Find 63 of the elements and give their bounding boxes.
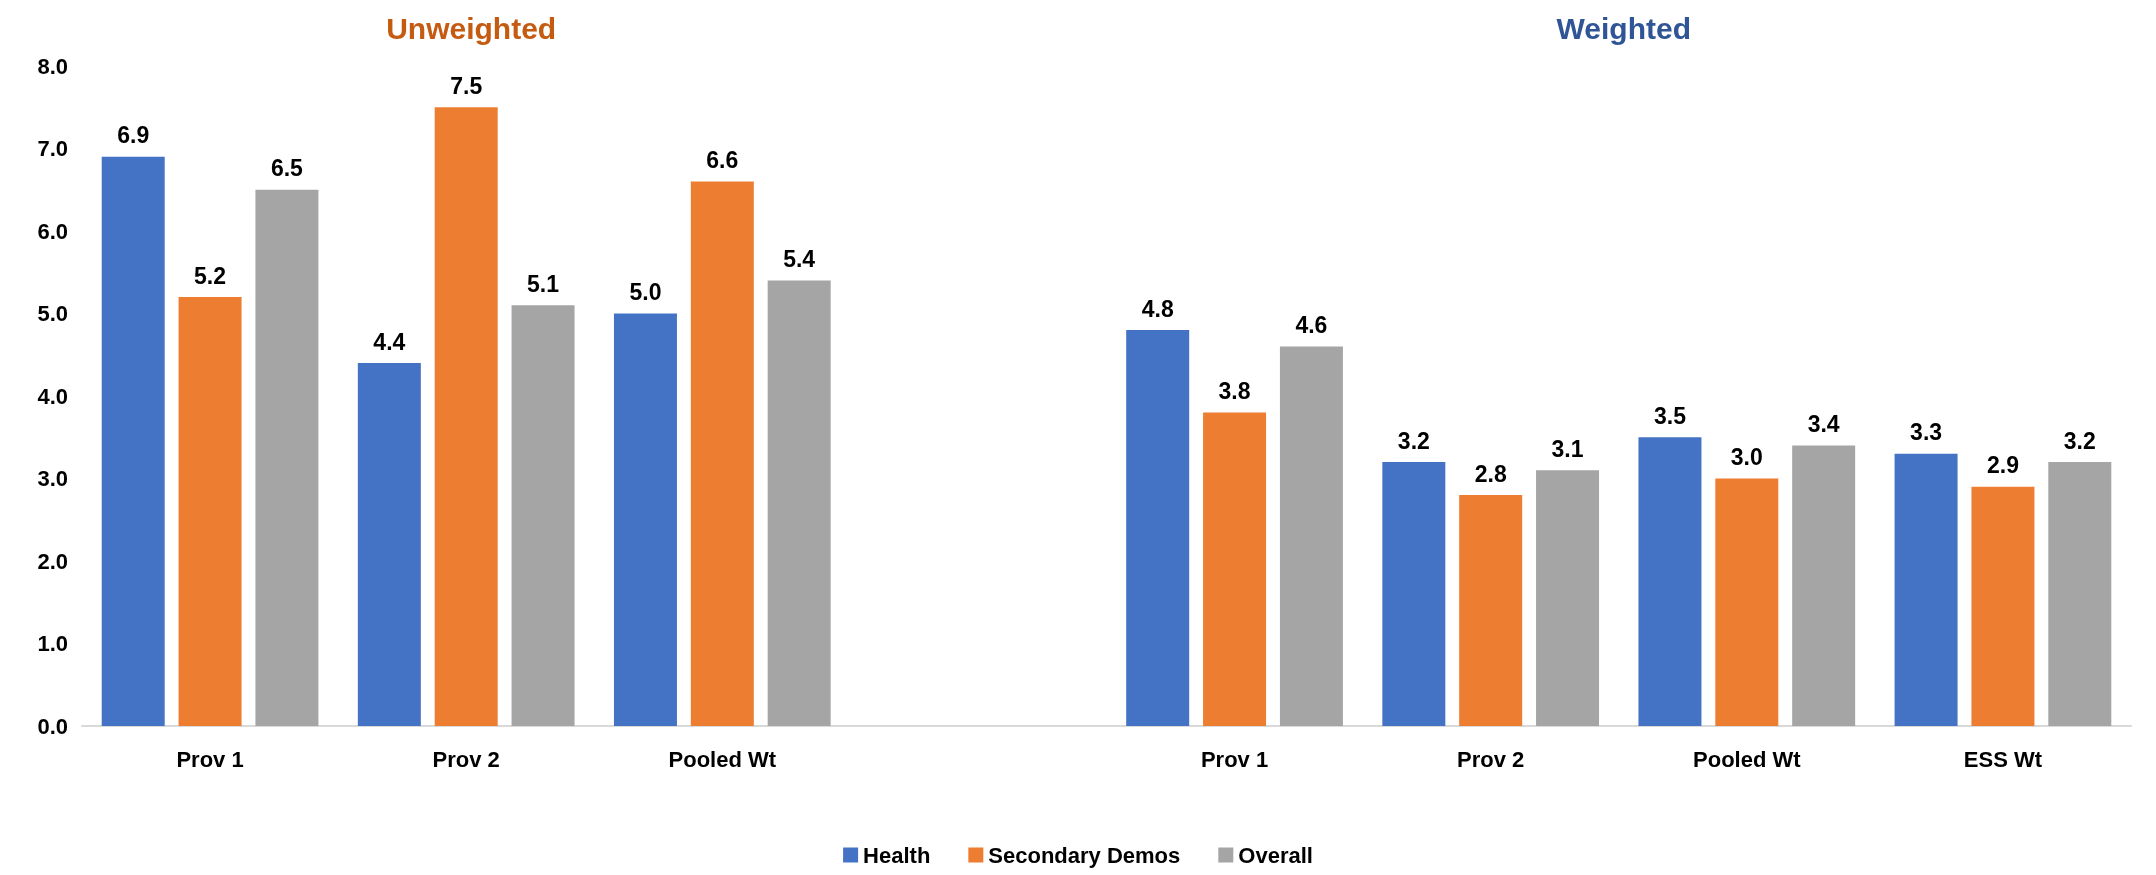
x-tick-label: ESS Wt <box>1963 746 2043 772</box>
bar <box>1638 437 1702 726</box>
bar <box>101 156 165 726</box>
data-label: 3.2 <box>1397 427 1430 454</box>
data-label: 3.5 <box>1653 402 1687 429</box>
data-label: 3.4 <box>1807 411 1840 437</box>
data-label: 2.8 <box>1474 460 1507 487</box>
bar <box>1279 346 1343 726</box>
bar <box>1894 453 1958 726</box>
data-label: 6.6 <box>706 147 739 173</box>
x-tick-label: Pooled Wt <box>668 746 777 772</box>
bar <box>2048 462 2112 726</box>
data-label: 3.2 <box>2063 427 2096 454</box>
y-tick-label: 3.0 <box>37 466 68 491</box>
data-label: 3.1 <box>1551 435 1584 462</box>
bar <box>178 297 242 726</box>
y-tick-label: 2.0 <box>37 548 68 574</box>
bar <box>767 280 831 726</box>
bar <box>1536 470 1600 726</box>
data-label: 3.3 <box>1910 419 1943 446</box>
data-label: 4.8 <box>1141 295 1174 322</box>
text: Unweighted <box>386 11 557 45</box>
text: Weighted <box>1556 11 1691 45</box>
x-tick-label: Prov 2 <box>432 746 500 772</box>
data-label: 3.8 <box>1218 378 1251 404</box>
x-tick-label: Prov 2 <box>1457 746 1525 772</box>
legend-label: Overall <box>1238 842 1313 868</box>
bar <box>1971 486 2035 726</box>
y-tick-label: 6.0 <box>37 218 68 244</box>
y-tick-label: 7.0 <box>37 136 68 161</box>
data-label: 5.0 <box>629 279 662 305</box>
bar <box>357 363 421 726</box>
data-label: 6.5 <box>270 155 304 182</box>
bar <box>1382 462 1446 726</box>
y-tick-label: 0.0 <box>37 713 68 739</box>
bar <box>1459 495 1523 726</box>
bar <box>690 181 754 726</box>
bar <box>1792 445 1856 726</box>
bar <box>511 305 575 726</box>
data-label: 4.4 <box>373 328 406 355</box>
x-tick-label: Prov 1 <box>176 746 244 772</box>
data-label: 3.0 <box>1730 444 1763 470</box>
legend-label: Health <box>863 842 931 868</box>
x-tick-label: Pooled Wt <box>1693 746 1802 772</box>
bar <box>434 107 498 726</box>
data-label: 4.6 <box>1295 312 1328 338</box>
y-tick-label: 5.0 <box>37 301 68 326</box>
bar <box>613 313 677 726</box>
y-tick-label: 8.0 <box>37 53 68 79</box>
data-label: 5.2 <box>194 262 227 289</box>
legend-label: Secondary Demos <box>988 842 1181 868</box>
y-tick-label: 1.0 <box>37 631 68 656</box>
data-label: 5.1 <box>527 270 560 297</box>
x-tick-label: Prov 1 <box>1200 746 1269 772</box>
y-tick-label: 4.0 <box>37 383 68 409</box>
data-label: 2.9 <box>1986 452 2019 479</box>
data-label: 7.5 <box>450 72 483 99</box>
data-label: 5.4 <box>783 246 816 272</box>
bar <box>1203 412 1267 726</box>
bar <box>255 189 319 726</box>
data-label: 6.9 <box>117 122 150 149</box>
bar <box>1126 330 1190 726</box>
bar <box>1715 478 1779 726</box>
